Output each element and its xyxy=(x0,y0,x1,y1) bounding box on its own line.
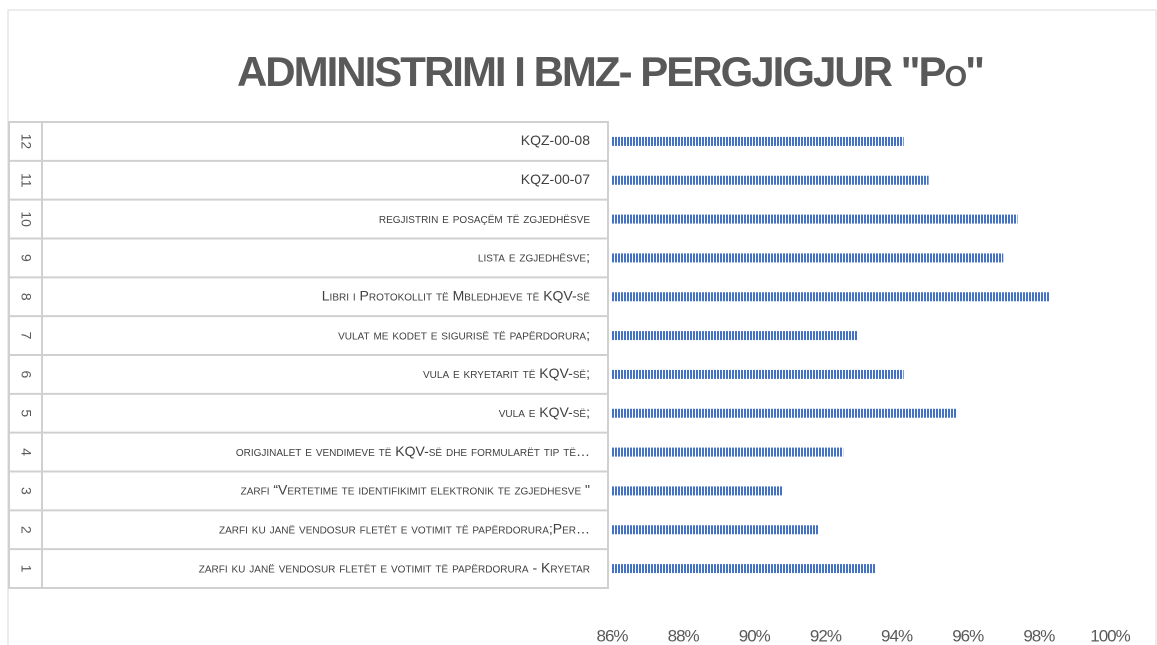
category-number: 7 xyxy=(18,332,34,340)
category-label: regjistrin e posaçëm të zgjedhësve xyxy=(379,210,590,226)
x-tick-label: 90% xyxy=(739,626,771,645)
bar xyxy=(612,525,819,535)
category-number: 12 xyxy=(18,134,34,150)
category-label: vula e KQV-së; xyxy=(499,404,590,420)
category-label: zarfi “Vertetime te identifikimit elektr… xyxy=(241,482,590,498)
category-label: origjinalet e vendimeve të KQV-së dhe fo… xyxy=(236,443,590,459)
category-number: 3 xyxy=(18,487,34,495)
category-label: KQZ-00-07 xyxy=(521,171,590,187)
category-number: 1 xyxy=(18,565,34,573)
x-tick-label: 86% xyxy=(596,626,628,645)
category-number: 9 xyxy=(18,254,34,262)
category-number: 4 xyxy=(18,448,34,456)
category-number: 2 xyxy=(18,526,34,534)
category-label: Libri i Protokollit të Mbledhjeve të KQV… xyxy=(322,287,591,303)
bar xyxy=(612,136,904,146)
category-number: 8 xyxy=(18,293,34,301)
category-number: 10 xyxy=(18,211,34,227)
bar xyxy=(612,369,904,379)
category-number: 5 xyxy=(18,409,34,417)
bar xyxy=(612,253,1004,263)
x-tick-label: 94% xyxy=(881,626,913,645)
category-label: zarfi ku janë vendosur fletët e votimit … xyxy=(219,520,590,536)
bar xyxy=(612,214,1018,224)
bar xyxy=(612,486,783,496)
category-label: zarfi ku janë vendosur fletët e votimit … xyxy=(199,559,590,575)
x-tick-label: 96% xyxy=(952,626,984,645)
category-number: 11 xyxy=(18,173,34,188)
bar xyxy=(612,175,929,185)
category-label: lista e zgjedhësve; xyxy=(478,249,590,265)
bar xyxy=(612,564,876,574)
chart-title: ADMINISTRIMI I BMZ- PERGJIGJUR "Po" xyxy=(237,48,983,95)
category-label: KQZ-00-08 xyxy=(521,132,590,148)
x-tick-label: 100% xyxy=(1090,626,1130,645)
bar xyxy=(612,292,1050,302)
x-tick-label: 92% xyxy=(810,626,842,645)
category-number: 6 xyxy=(18,371,34,379)
x-tick-label: 98% xyxy=(1023,626,1055,645)
bar xyxy=(612,331,858,341)
category-label: vula e kryetarit të KQV-së; xyxy=(423,365,590,381)
category-label: vulat me kodet e sigurisë të papërdorura… xyxy=(338,326,590,342)
x-tick-label: 88% xyxy=(668,626,700,645)
bar xyxy=(612,408,958,418)
bar xyxy=(612,447,844,457)
